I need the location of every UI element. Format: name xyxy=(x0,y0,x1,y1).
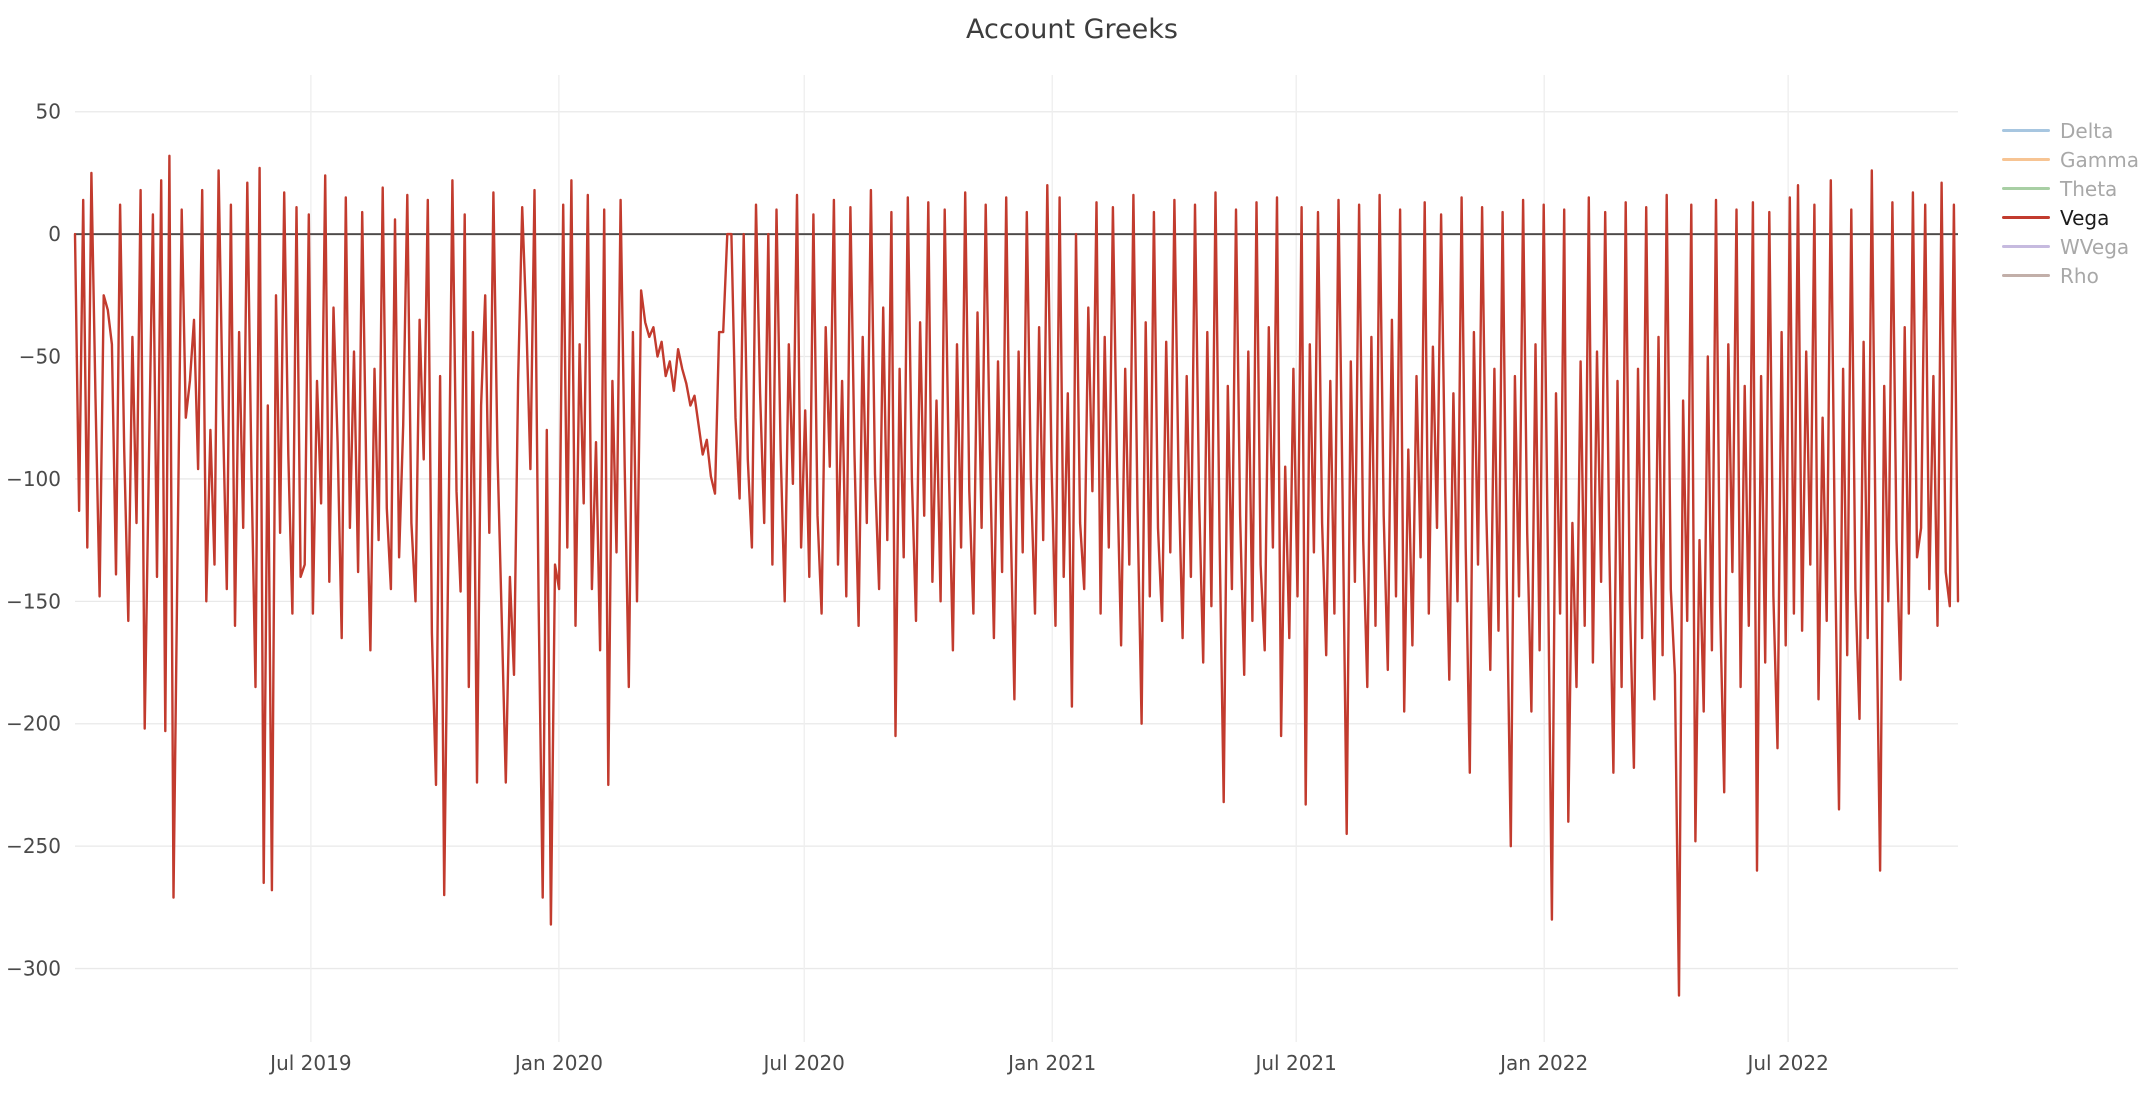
y-tick-label: 0 xyxy=(48,222,61,246)
legend: Delta Gamma Theta Vega WVega Rho xyxy=(2002,116,2139,290)
y-tick-label: −50 xyxy=(19,345,61,369)
legend-item-rho[interactable]: Rho xyxy=(2002,261,2139,290)
legend-label: Vega xyxy=(2060,205,2110,230)
x-tick-label: Jan 2021 xyxy=(1006,1051,1096,1075)
legend-label: Delta xyxy=(2060,118,2114,143)
legend-swatch-delta-icon xyxy=(2002,129,2050,132)
x-tick-label: Jan 2022 xyxy=(1498,1051,1588,1075)
y-tick-label: 50 xyxy=(36,100,61,124)
legend-swatch-wvega-icon xyxy=(2002,245,2050,248)
legend-swatch-vega-icon xyxy=(2002,216,2050,219)
y-tick-label: −300 xyxy=(6,957,61,981)
legend-swatch-gamma-icon xyxy=(2002,158,2050,161)
x-tick-label: Jul 2019 xyxy=(268,1051,351,1075)
legend-item-gamma[interactable]: Gamma xyxy=(2002,145,2139,174)
legend-item-delta[interactable]: Delta xyxy=(2002,116,2139,145)
legend-swatch-rho-icon xyxy=(2002,274,2050,277)
legend-label: WVega xyxy=(2060,234,2130,259)
y-tick-label: −250 xyxy=(6,834,61,858)
legend-swatch-theta-icon xyxy=(2002,187,2050,190)
y-tick-label: −100 xyxy=(6,467,61,491)
x-tick-label: Jul 2022 xyxy=(1745,1051,1828,1075)
legend-item-wvega[interactable]: WVega xyxy=(2002,232,2139,261)
y-tick-label: −150 xyxy=(6,589,61,613)
legend-label: Rho xyxy=(2060,263,2099,288)
legend-label: Gamma xyxy=(2060,147,2139,172)
x-tick-label: Jul 2020 xyxy=(762,1051,845,1075)
x-tick-label: Jan 2020 xyxy=(513,1051,603,1075)
y-tick-label: −200 xyxy=(6,712,61,736)
x-tick-label: Jul 2021 xyxy=(1253,1051,1336,1075)
series-line-vega xyxy=(73,154,1960,997)
chart-title: Account Greeks xyxy=(966,14,1178,45)
legend-label: Theta xyxy=(2060,176,2118,201)
legend-item-vega[interactable]: Vega xyxy=(2002,203,2139,232)
legend-item-theta[interactable]: Theta xyxy=(2002,174,2139,203)
